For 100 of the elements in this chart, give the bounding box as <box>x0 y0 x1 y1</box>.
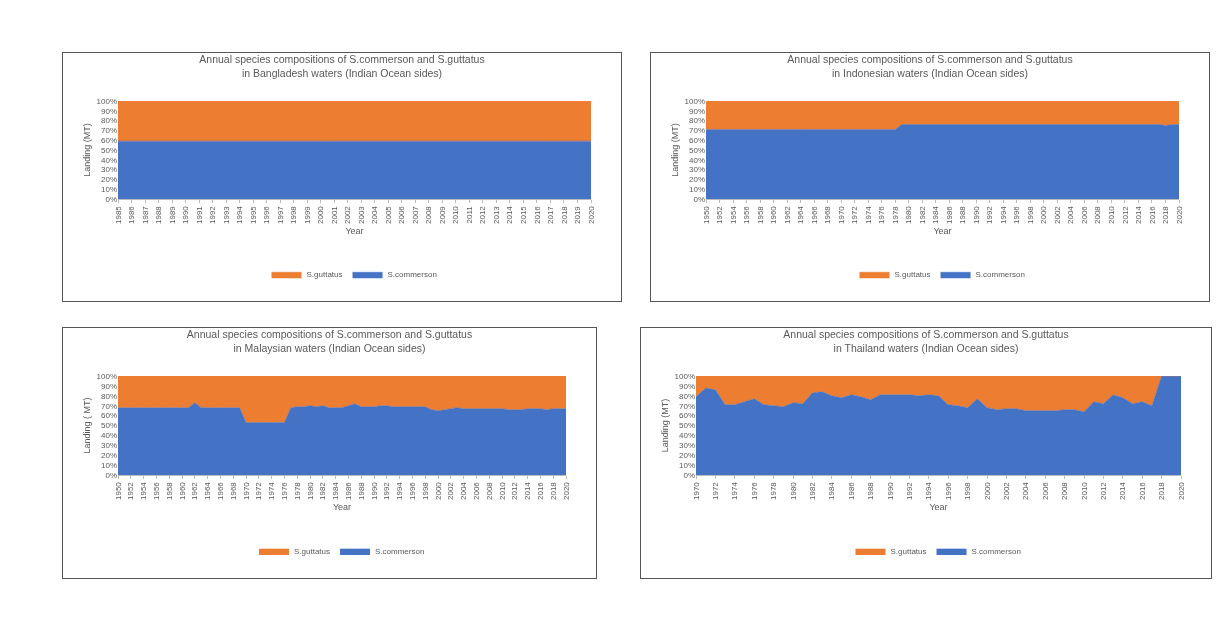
x-tick-label: 2000 <box>433 481 443 500</box>
y-tick-label: 10% <box>688 185 705 194</box>
x-tick-label: 1982 <box>808 481 817 500</box>
y-tick-label: 40% <box>100 431 117 441</box>
x-tick-label: 1972 <box>254 481 264 500</box>
x-tick-label: 2004 <box>1066 205 1076 224</box>
x-tick-label: 1992 <box>985 205 995 224</box>
x-tick-label: 2016 <box>536 481 545 500</box>
x-tick-label: 1974 <box>730 481 740 500</box>
x-tick-label: 1997 <box>275 205 285 224</box>
x-tick-label: 2000 <box>982 481 992 500</box>
x-tick-label: 1970 <box>691 481 701 500</box>
chart-title: Annual species compositions of S.commerson and S.guttatus in Indonesian waters (Indian Ocean sides) <box>787 52 1073 79</box>
legend-label: S.guttatus <box>894 270 931 280</box>
x-tick-label: 1998 <box>963 481 973 500</box>
x-tick-label: 2010 <box>497 481 507 500</box>
x-tick-label: 1958 <box>755 205 765 224</box>
x-tick-label: 1998 <box>1025 205 1035 224</box>
y-tick-label: 80% <box>100 116 117 126</box>
x-tick-label: 2018 <box>548 481 558 500</box>
x-tick-label: 1970 <box>836 205 846 224</box>
y-tick-label: 0% <box>105 470 117 480</box>
x-tick-label: 1980 <box>904 205 914 224</box>
x-tick-label: 1992 <box>382 481 392 500</box>
x-tick-label: 1962 <box>782 205 792 224</box>
x-tick-label: 1966 <box>216 481 225 500</box>
legend-label: S.commerson <box>375 547 425 556</box>
x-tick-label: 2006 <box>472 481 481 500</box>
x-tick-label: 2020 <box>1174 205 1184 224</box>
x-tick-label: 2020 <box>586 205 596 224</box>
x-tick-label: 2018 <box>1157 481 1167 500</box>
y-tick-label: 100% <box>674 371 695 381</box>
x-tick-label: 2005 <box>383 205 393 224</box>
y-axis-title: Landing ( MT) <box>81 397 92 454</box>
y-tick-label: 10% <box>100 460 117 470</box>
x-tick-label: 1996 <box>943 481 953 500</box>
x-tick-label: 1976 <box>877 205 887 224</box>
y-axis-title: Landing (MT) <box>659 398 670 453</box>
y-tick-label: 0% <box>105 194 117 204</box>
x-tick-label: 1962 <box>190 481 200 500</box>
x-tick-label: 2006 <box>1040 481 1050 500</box>
x-tick-label: 2010 <box>1107 205 1117 224</box>
y-tick-label: 60% <box>678 411 695 421</box>
y-tick-label: 50% <box>100 421 117 431</box>
y-tick-label: 0% <box>683 470 695 480</box>
y-tick-label: 40% <box>688 155 705 165</box>
x-tick-label: 1986 <box>846 481 856 500</box>
x-tick-label: 2002 <box>446 481 456 500</box>
y-tick-label: 70% <box>100 126 117 136</box>
x-tick-label: 2019 <box>573 205 583 224</box>
x-tick-label: 1988 <box>866 481 876 500</box>
x-tick-label: 1988 <box>958 205 968 224</box>
x-tick-label: 1986 <box>127 205 137 224</box>
x-tick-label: 1978 <box>769 481 779 500</box>
x-tick-label: 2008 <box>484 481 494 500</box>
x-tick-label: 1995 <box>248 205 258 224</box>
y-tick-label: 70% <box>100 401 117 411</box>
x-tick-label: 1987 <box>140 205 150 224</box>
x-tick-label: 1984 <box>331 481 341 500</box>
x-tick-label: 1968 <box>228 481 238 500</box>
x-tick-label: 2020 <box>1176 481 1186 500</box>
x-tick-label: 2018 <box>559 205 569 224</box>
x-tick-label: 1954 <box>728 205 738 224</box>
y-tick-label: 10% <box>678 460 695 470</box>
y-tick-label: 20% <box>678 451 695 460</box>
x-tick-label: 1956 <box>742 205 752 224</box>
x-tick-label: 2009 <box>437 205 447 224</box>
legend-label: S.guttatus <box>294 547 331 556</box>
y-tick-label: 60% <box>100 136 117 145</box>
x-tick-label: 2014 <box>1118 481 1128 500</box>
x-tick-label: 1982 <box>318 481 328 500</box>
x-tick-label: 1992 <box>905 481 914 500</box>
x-tick-label: 1989 <box>167 205 177 224</box>
legend-label: S.guttatus <box>306 270 343 280</box>
x-tick-label: 1994 <box>924 481 934 500</box>
x-tick-label: 2018 <box>1161 205 1171 224</box>
y-tick-label: 20% <box>100 451 117 460</box>
x-tick-label: 1993 <box>221 205 231 224</box>
y-tick-label: 80% <box>688 116 705 126</box>
x-tick-label: 2013 <box>492 205 501 224</box>
y-tick-label: 90% <box>100 106 117 116</box>
x-tick-label: 1990 <box>971 205 981 224</box>
y-tick-label: 30% <box>688 165 705 175</box>
x-tick-label: 1966 <box>809 205 819 224</box>
x-tick-label: 1952 <box>715 205 725 224</box>
y-tick-label: 40% <box>678 431 695 441</box>
x-tick-label: 2014 <box>1134 205 1144 224</box>
chart-title: Annual species compositions of S.commerson and S.guttatus in Thailand waters (Indian Ocean sides) <box>783 328 1069 354</box>
x-tick-label: 2016 <box>1147 205 1157 224</box>
legend-label: S.commerson <box>971 547 1021 556</box>
y-axis-title: Landing (MT) <box>81 123 92 177</box>
x-tick-label: 2016 <box>1137 481 1147 500</box>
x-axis-title: Year <box>929 501 948 512</box>
x-tick-label: 1956 <box>152 481 161 500</box>
x-tick-label: 2012 <box>1099 481 1108 500</box>
x-tick-label: 1994 <box>235 205 245 224</box>
x-tick-label: 1958 <box>164 481 174 500</box>
x-tick-label: 1950 <box>701 205 711 224</box>
x-tick-label: 1986 <box>944 205 954 224</box>
x-tick-label: 2012 <box>478 205 488 224</box>
